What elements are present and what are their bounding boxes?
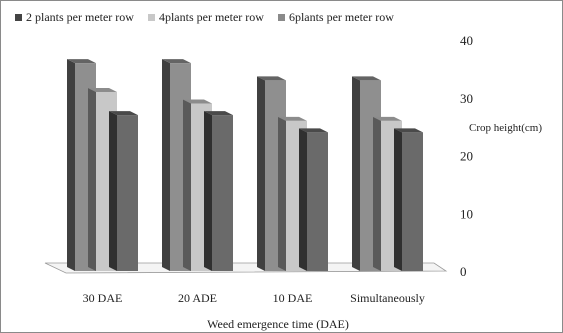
bar-side bbox=[373, 116, 381, 271]
bar-front bbox=[307, 132, 328, 271]
bar-side bbox=[162, 59, 170, 271]
legend-swatch-2-plants bbox=[15, 13, 22, 21]
legend-label-2-plants: 2 plants per meter row bbox=[26, 9, 134, 24]
legend-item-4-plants: 4plants per meter row bbox=[147, 9, 264, 25]
y-tick-label: 20 bbox=[460, 149, 473, 164]
x-tick-label: Simultaneously bbox=[350, 291, 425, 305]
bar-side bbox=[183, 99, 191, 272]
bars-group bbox=[67, 59, 423, 272]
bar-side bbox=[88, 87, 96, 271]
y-tick-label: 40 bbox=[460, 33, 473, 48]
bar-top bbox=[67, 59, 96, 64]
bar-side bbox=[109, 111, 117, 271]
bar-top bbox=[204, 111, 233, 116]
bar-top bbox=[299, 128, 328, 133]
x-axis: 30 DAE 20 ADE 10 DAE Simultaneously bbox=[83, 291, 425, 305]
bar-3-3 bbox=[299, 128, 328, 271]
x-axis-label: Weed emergence time (DAE) bbox=[207, 317, 349, 331]
x-tick-label: 20 ADE bbox=[178, 291, 217, 305]
bar-side bbox=[299, 128, 307, 271]
y-tick-label: 10 bbox=[460, 206, 473, 221]
x-tick-label: 10 DAE bbox=[273, 291, 313, 305]
legend-item-2-plants: 2 plants per meter row bbox=[15, 10, 134, 25]
bar-top bbox=[394, 128, 423, 133]
legend-label-6-plants: 6plants per meter row bbox=[288, 9, 394, 24]
y-tick-label: 30 bbox=[460, 91, 473, 106]
bar-top bbox=[352, 76, 381, 81]
bar-side bbox=[257, 76, 265, 271]
bar-3-4 bbox=[394, 128, 423, 271]
bar-top bbox=[88, 87, 117, 92]
bar-side bbox=[67, 59, 75, 271]
bar-top bbox=[373, 116, 402, 121]
bar-3-2 bbox=[204, 111, 233, 271]
y-tick-label: 0 bbox=[460, 264, 467, 279]
bar-top bbox=[162, 59, 191, 64]
bar-3-1 bbox=[109, 111, 138, 271]
bar-front bbox=[402, 132, 423, 271]
legend-label-4-plants: 4plants per meter row bbox=[158, 9, 264, 24]
legend-swatch-4-plants bbox=[147, 13, 155, 21]
bar-top bbox=[183, 99, 212, 104]
legend: 2 plants per meter row 4plants per meter… bbox=[15, 7, 394, 27]
bar-side bbox=[352, 76, 360, 271]
bar-side bbox=[278, 116, 286, 271]
x-tick-label: 30 DAE bbox=[83, 291, 123, 305]
bar-side bbox=[204, 111, 212, 271]
y-axis: 0 10 20 30 40 bbox=[460, 33, 473, 279]
legend-item-6-plants: 6plants per meter row bbox=[277, 9, 394, 25]
legend-swatch-6-plants bbox=[277, 13, 285, 21]
bar-top bbox=[109, 111, 138, 116]
bar-top bbox=[257, 76, 286, 81]
bar-front bbox=[212, 115, 233, 271]
bar-side bbox=[394, 128, 402, 271]
bar-front bbox=[117, 115, 138, 271]
bar-top bbox=[278, 116, 307, 121]
y-axis-label: Crop height(cm) bbox=[469, 122, 542, 134]
